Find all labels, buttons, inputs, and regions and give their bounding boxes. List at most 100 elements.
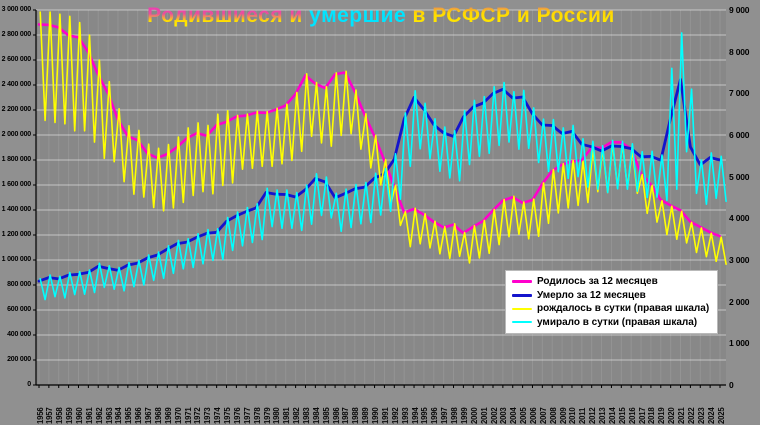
x-axis-year-label: 1988 [351,407,361,424]
left-axis-tick-label: 1 800 000 [1,156,32,163]
x-axis-year-label: 2013 [598,407,608,424]
x-axis-year-label: 1991 [380,407,390,424]
x-axis-year-label: 2021 [677,407,687,424]
x-axis-year-label: 1984 [311,407,321,424]
right-axis-tick-label: 1 000 [729,338,750,349]
left-axis-tick-label: 1 000 000 [1,256,32,263]
x-axis-year-label: 1998 [450,407,460,424]
x-axis-year-label: 1966 [134,407,144,424]
x-axis-year-label: 1973 [203,407,213,424]
chart-title: Родившиеся и умершие в РСФСР и России [36,4,726,28]
left-axis-tick-label: 2 000 000 [1,131,32,138]
x-axis-year-label: 1975 [223,407,233,424]
legend-item-births_daily: рождалось в сутки (правая шкала) [512,302,712,316]
x-axis-year-label: 1994 [410,407,420,424]
x-axis-year-label: 2022 [686,407,696,424]
x-axis-year-label: 2023 [696,407,706,424]
x-axis-year-label: 2012 [588,407,598,424]
x-axis-year-label: 1957 [45,407,55,424]
x-axis-year-label: 2017 [637,407,647,424]
x-axis-year-label: 1989 [361,407,371,424]
x-axis-year-label: 2006 [528,407,538,424]
x-axis-year-label: 1960 [74,407,84,424]
legend-label-births_12m: Родилось за 12 месяцев [537,276,658,288]
x-axis-year-label: 1985 [321,407,331,424]
legend-swatch-deaths_daily [512,321,532,324]
x-axis-year-label: 1995 [420,407,430,424]
x-axis-year-label: 1964 [114,407,124,424]
x-axis-year-label: 2002 [489,407,499,424]
right-axis-tick-label: 4 000 [729,213,750,224]
right-axis-tick-label: 2 000 [729,296,750,307]
left-axis-tick-label: 1 400 000 [1,206,32,213]
x-axis-year-label: 2024 [706,407,716,424]
x-axis-year-label: 2016 [627,407,637,424]
x-axis-year-label: 2008 [548,407,558,424]
x-axis-year-label: 2011 [578,407,588,424]
x-axis-year-label: 1981 [282,407,292,424]
left-axis-tick-label: 2 600 000 [1,56,32,63]
left-axis-tick-label: 600 000 [7,306,31,313]
left-axis-tick-label: 200 000 [7,356,31,363]
title-region-part: в РСФСР и России [406,4,615,27]
title-deaths-part: умершие [309,4,407,27]
right-axis-tick-label: 5 000 [729,171,750,182]
x-axis-year-label: 1983 [301,407,311,424]
x-axis-year-label: 2004 [509,407,519,424]
x-axis-year-label: 2007 [538,407,548,424]
x-axis-year-label: 1958 [55,407,65,424]
right-axis-tick-label: 6 000 [729,130,750,140]
x-axis-year-label: 1963 [104,407,114,424]
x-axis-year-label: 2009 [558,407,568,424]
x-axis-year-label: 1962 [94,407,104,424]
x-axis-year-label: 2025 [716,407,726,424]
left-axis-tick-label: 800 000 [7,281,31,288]
x-axis-year-label: 1992 [390,407,400,424]
left-axis-tick-label: 3 000 000 [1,6,32,13]
x-axis-year-label: 1996 [430,407,440,424]
legend-swatch-deaths_12m [512,293,532,297]
x-axis-year-label: 1968 [153,407,163,424]
legend: Родилось за 12 месяцев Умерло за 12 месяц… [505,270,718,334]
legend-label-births_daily: рождалось в сутки (правая шкала) [537,303,710,315]
x-axis-year-label: 1993 [400,407,410,424]
left-axis-tick-label: 1 600 000 [1,181,32,188]
right-axis-tick-label: 7 000 [729,88,750,99]
left-axis-tick-label: 2 800 000 [1,31,32,38]
x-axis-year-label: 1965 [124,407,134,424]
x-axis-year-label: 2010 [568,407,578,424]
right-axis-tick-label: 9 000 [729,5,750,15]
x-axis-year-label: 1990 [371,407,381,424]
x-axis-year-label: 1970 [173,407,183,424]
series-line-births_12m [37,23,722,238]
x-axis-year-label: 1969 [163,407,173,424]
x-axis-year-label: 1999 [459,407,469,424]
right-axis-tick-label: 3 000 [729,255,750,265]
x-axis-year-label: 1979 [262,407,272,424]
x-axis-year-label: 2014 [607,407,617,424]
legend-item-deaths_12m: Умерло за 12 месяцев [512,289,712,303]
x-axis-year-label: 2015 [617,407,627,424]
x-axis-year-label: 1977 [242,407,252,424]
x-axis-year-label: 1982 [292,407,302,424]
left-axis-tick-label: 0 [27,381,31,388]
x-axis-year-label: 2020 [667,407,677,424]
legend-swatch-births_12m [512,280,532,284]
right-axis-tick-label: 8 000 [729,46,750,57]
x-axis-year-label: 1967 [144,407,154,424]
x-axis-year-label: 1959 [65,407,75,424]
x-axis-year-label: 1974 [213,407,223,424]
legend-label-deaths_daily: умирало в сутки (правая шкала) [537,316,698,328]
x-axis-year-label: 1956 [35,407,45,424]
x-axis-year-label: 2001 [479,407,489,424]
legend-swatch-births_daily [512,307,532,310]
left-axis-tick-label: 1 200 000 [1,231,32,238]
x-axis-year-label: 1987 [341,407,351,424]
left-axis-tick-label: 2 400 000 [1,81,32,88]
x-axis-year-label: 1997 [440,407,450,424]
left-axis-tick-label: 2 200 000 [1,106,32,113]
right-axis-tick-label: 0 [729,380,734,390]
x-axis-year-label: 1972 [193,407,203,424]
